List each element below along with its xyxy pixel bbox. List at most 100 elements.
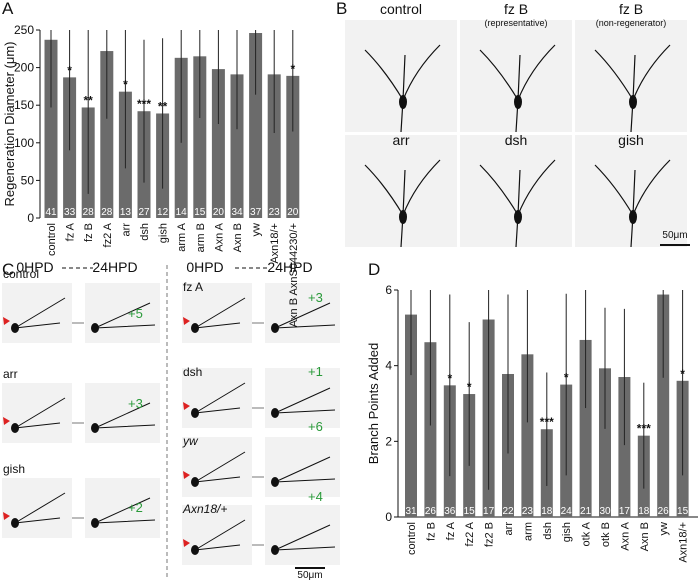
- branches-added: +6: [308, 419, 323, 434]
- n-label: 18: [541, 506, 553, 517]
- soma: [629, 210, 637, 224]
- bar: [100, 51, 114, 218]
- time-header: 0HPD: [186, 259, 223, 275]
- x-tick-label: arr: [503, 522, 515, 536]
- n-label: 18: [638, 506, 650, 517]
- n-label: 17: [483, 506, 495, 517]
- micrograph: [182, 368, 252, 428]
- n-label: 24: [561, 506, 573, 517]
- micrograph: [345, 135, 457, 247]
- x-tick-label: fz A: [445, 521, 457, 540]
- y-tick-label: 50: [21, 173, 35, 187]
- branches-added: +4: [308, 489, 323, 504]
- n-label: 15: [677, 506, 689, 517]
- n-label: 20: [287, 207, 299, 218]
- bar: [405, 314, 417, 517]
- micrograph: [575, 135, 687, 247]
- soma: [629, 95, 637, 109]
- x-tick-label: gish: [158, 223, 170, 243]
- x-tick-label: fz2 B: [484, 522, 496, 547]
- bar: [249, 33, 263, 219]
- n-label: 31: [405, 506, 417, 517]
- micrograph: [265, 283, 340, 343]
- y-tick-label: 6: [385, 283, 392, 297]
- genotype: yw: [182, 434, 199, 448]
- soma: [91, 323, 99, 333]
- n-label: 33: [64, 207, 76, 218]
- significance: *: [67, 63, 72, 77]
- neuron: [194, 297, 336, 329]
- scale-label: 50μm: [662, 230, 687, 241]
- neuron: [594, 159, 671, 248]
- n-label: 14: [176, 207, 188, 218]
- arrowhead: [3, 417, 10, 425]
- soma: [11, 518, 19, 528]
- time-header: 24HPD: [267, 259, 312, 275]
- bar: [230, 74, 244, 218]
- n-label: 36: [444, 506, 456, 517]
- x-tick-label: yw: [251, 223, 263, 237]
- arrowhead: [183, 539, 190, 547]
- image-title: control: [380, 1, 422, 17]
- significance: **: [84, 93, 94, 107]
- image-title: gish: [618, 132, 644, 148]
- branches-added: +3: [308, 290, 323, 305]
- scale-label: 50μm: [297, 570, 322, 581]
- branches-added: +1: [308, 364, 323, 379]
- arrowhead: [3, 317, 10, 325]
- y-tick-label: 0: [27, 211, 34, 225]
- micrograph: [2, 478, 72, 538]
- soma: [11, 323, 19, 333]
- x-tick-label: gish: [561, 522, 573, 542]
- soma: [191, 477, 199, 487]
- neuron: [594, 44, 671, 133]
- bar: [286, 75, 300, 218]
- significance: *: [290, 62, 295, 76]
- x-tick-label: dsh: [542, 522, 554, 540]
- neuron: [194, 382, 336, 414]
- y-tick-label: 150: [14, 98, 34, 112]
- y-tick-label: 200: [14, 61, 34, 75]
- x-tick-label: Axn A: [213, 222, 225, 251]
- micrograph: [460, 20, 572, 132]
- image-title: fz B: [619, 1, 643, 17]
- neuron: [479, 159, 556, 248]
- panel-label: D: [368, 260, 380, 279]
- n-label: 30: [599, 506, 611, 517]
- n-label: 27: [138, 207, 150, 218]
- bar: [424, 342, 437, 517]
- image-title: dsh: [505, 132, 528, 148]
- arrowhead: [183, 402, 190, 410]
- genotype: arr: [3, 367, 18, 381]
- x-tick-label: Axn18/+: [269, 223, 281, 264]
- genotype: Axn18/+: [182, 502, 227, 516]
- x-tick-label: arm B: [195, 223, 207, 252]
- n-label: 41: [45, 207, 57, 218]
- n-label: 37: [250, 207, 262, 218]
- significance: *: [680, 367, 685, 381]
- bar: [521, 354, 534, 517]
- micrograph: [575, 20, 687, 132]
- branches-added: +2: [128, 500, 143, 515]
- y-tick-label: 100: [14, 136, 34, 150]
- x-tick-label: arm: [522, 522, 534, 541]
- n-label: 26: [658, 506, 670, 517]
- image-title: arr: [392, 132, 409, 148]
- x-tick-label: yw: [658, 522, 670, 536]
- arrowhead: [183, 317, 190, 325]
- branches-added: +5: [128, 306, 143, 321]
- micrograph: [265, 437, 340, 497]
- micrograph: [182, 283, 252, 343]
- image-title: fz B: [504, 1, 528, 17]
- y-axis-title: Regeneration Diameter (μm): [2, 42, 17, 207]
- significance: **: [158, 99, 168, 113]
- soma: [399, 210, 407, 224]
- neuron: [14, 397, 156, 429]
- soma: [191, 545, 199, 555]
- x-tick-label: Axn B AxnS044230/+: [288, 223, 300, 327]
- y-tick-label: 250: [14, 23, 34, 37]
- n-label: 23: [269, 207, 281, 218]
- bar: [211, 69, 225, 218]
- image-subtitle: (representative): [484, 18, 547, 28]
